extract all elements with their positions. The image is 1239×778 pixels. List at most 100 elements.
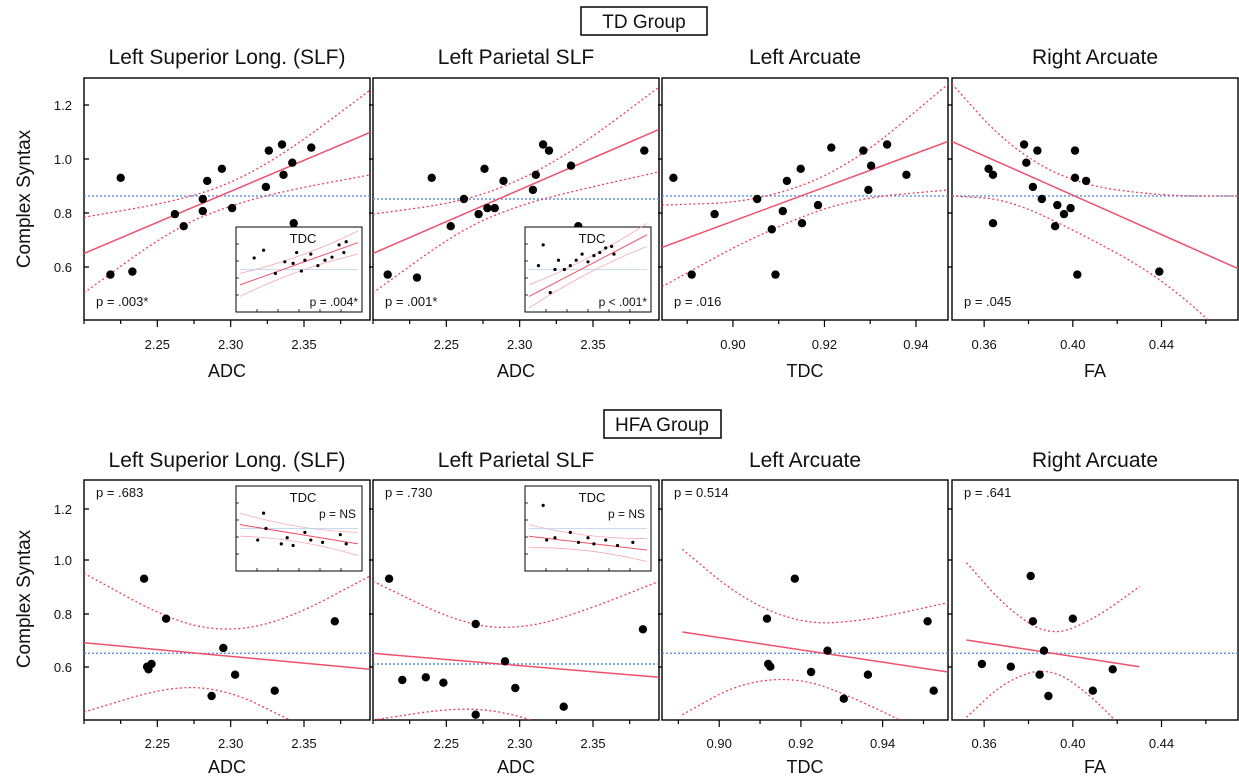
x-tick-label: 0.90 [720,337,745,352]
panel-title: Left Arcuate [749,46,861,69]
data-point [439,678,448,687]
data-point [217,164,227,173]
data-point [227,203,237,213]
p-value-label: p = .003* [96,294,148,309]
data-point [1073,270,1082,279]
panel-title: Left Parietal SLF [438,449,594,472]
p-value-label: p = .016 [674,294,721,309]
data-point [1068,614,1078,623]
data-point [147,659,156,669]
data-point [923,617,932,626]
inset-data-point [264,526,268,531]
data-point [116,173,125,182]
x-tick-label: 2.30 [218,736,243,751]
inset-data-point [536,264,541,268]
y-tick-label: 0.6 [54,660,72,675]
inset-data-point [323,258,327,262]
inset-data-point [291,543,295,548]
inset-data-point [309,538,313,542]
x-axis-label: ADC [497,361,535,381]
hfa-group-title: HFA Group [615,415,709,436]
x-tick-label: 2.30 [507,337,532,352]
panel-title: Left Superior Long. (SLF) [109,449,346,472]
td-y-axis-label: Complex Syntax [14,129,35,268]
data-point [863,670,873,679]
plot-area [952,83,1238,320]
data-point [1006,662,1015,671]
data-point [106,270,115,279]
plot-frame [661,479,949,721]
data-point [427,173,436,182]
inset-data-point [256,538,260,542]
data-point [1050,222,1060,231]
data-point [771,270,780,279]
data-point [866,161,876,170]
inset-data-point [262,511,266,515]
inset-data-point [592,542,596,546]
inset-data-point [338,533,342,537]
x-tick-label: 2.25 [434,337,459,352]
data-point [1081,176,1091,186]
inset-ci-lower [239,253,359,297]
data-point [1066,203,1075,213]
data-point [839,694,848,703]
panel-title: Left Parietal SLF [438,46,594,69]
inset-data-point [568,530,572,534]
x-tick-label: 0.92 [788,736,813,751]
x-axis-label: ADC [208,361,246,381]
inset-regression-line [239,524,359,545]
data-point [813,200,823,210]
p-value-label: p = .641 [964,485,1011,500]
data-point [511,683,520,693]
data-point [767,225,776,234]
inset-data-point [604,246,608,250]
data-point [490,203,499,213]
data-point [806,667,816,677]
ci-lower-curve [965,670,1116,720]
data-point [796,164,805,173]
inset-data-point [283,260,287,264]
x-tick-label: 0.94 [903,337,928,352]
data-point [790,574,799,583]
inset-data-point [604,538,608,542]
data-point [384,574,394,583]
panel-title: Left Superior Long. (SLF) [109,46,346,69]
data-point [471,710,480,719]
data-point [753,194,762,204]
data-point [1019,140,1029,149]
inset-ci-upper [239,230,359,274]
inset-data-point [344,542,348,546]
data-point [1035,670,1044,679]
data-point [797,219,807,228]
x-tick-label: 2.25 [145,736,170,751]
data-point [128,267,137,276]
inset-data-point [580,252,584,256]
plot-frame [951,479,1239,721]
plot-frame [372,77,660,321]
panel-title: Right Arcuate [1032,449,1158,472]
data-point [264,146,273,155]
y-tick-label: 1.0 [54,553,72,568]
x-tick-label: 2.30 [507,736,532,751]
x-tick-label: 2.35 [291,736,316,751]
data-point [471,619,480,629]
data-point [459,194,469,204]
data-point [1033,146,1042,155]
plot-area [84,572,370,720]
x-axis-label: ADC [497,757,535,777]
data-point [762,614,772,623]
inset-data-point [337,243,341,247]
plot-frame [661,77,949,321]
data-point [988,219,998,228]
data-point [823,646,832,655]
data-point [500,657,510,666]
x-tick-label: 2.35 [580,736,605,751]
inset-p-value: p = NS [319,507,356,521]
plot-area [373,574,659,720]
chart-panel-7: Left Arcuate p = 0.514 0.90 0.92 0.94 TDC [658,449,949,777]
regression-line [373,128,659,255]
chart-panel-2: Left Parietal SLF p = .001* 2.25 2.30 2.35 AD… [369,46,660,381]
data-point [544,146,554,155]
